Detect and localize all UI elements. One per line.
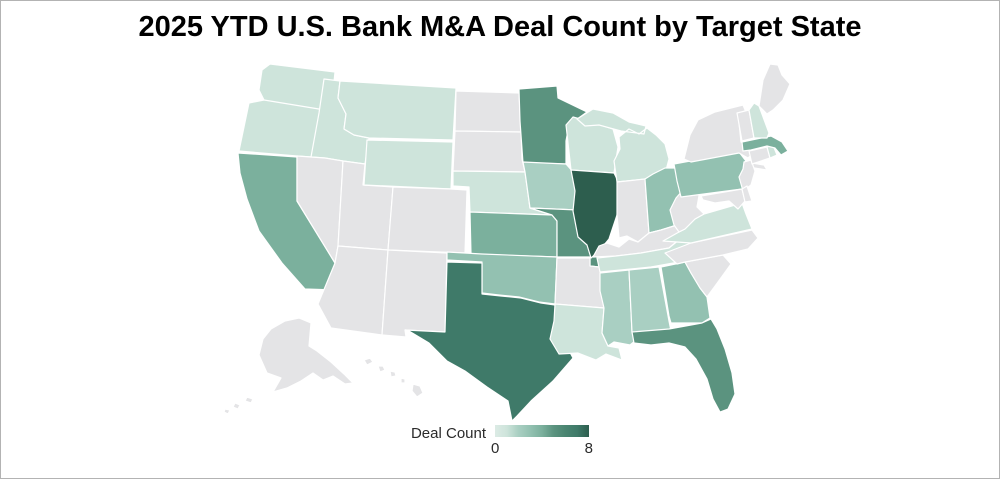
state-SC[interactable]: South Carolina (684, 254, 732, 298)
state-SD[interactable]: South Dakota (452, 130, 526, 173)
state-AK[interactable]: Alaska (223, 317, 354, 415)
legend-max-tick: 8 (584, 440, 594, 457)
legend-min-tick: 0 (491, 440, 500, 457)
legend-gradient-bar (495, 425, 590, 437)
state-IN[interactable]: Indiana (616, 178, 650, 243)
chart-title: 2025 YTD U.S. Bank M&A Deal Count by Tar… (138, 11, 862, 43)
legend-ticks: 0 8 (491, 440, 593, 457)
state-NM[interactable]: New Mexico (381, 249, 448, 338)
state-OK[interactable]: Oklahoma: 3 (446, 251, 558, 305)
state-MI[interactable]: Michigan: 1 (576, 108, 670, 183)
state-TX[interactable]: Texas: 7 (404, 261, 574, 422)
legend-label: Deal Count (410, 425, 487, 442)
state-FL[interactable]: Florida: 5 (631, 318, 736, 413)
legend-scale: 0 8 (491, 425, 593, 457)
legend: Deal Count 0 8 (1, 425, 999, 457)
state-KS[interactable]: Kansas: 4 (469, 211, 558, 258)
state-MT[interactable]: Montana: 1 (337, 80, 457, 141)
state-ME[interactable]: Maine (758, 63, 791, 115)
state-DE[interactable]: Delaware (741, 185, 753, 203)
state-ND[interactable]: North Dakota (454, 90, 522, 133)
state-WY[interactable]: Wyoming: 1 (363, 139, 454, 190)
state-HI[interactable]: Hawaii (363, 357, 424, 398)
state-CO[interactable]: Colorado (387, 186, 468, 254)
state-MA[interactable]: Massachusetts: 4 (741, 135, 789, 156)
state-NH[interactable]: New Hampshire: 1 (748, 102, 770, 139)
